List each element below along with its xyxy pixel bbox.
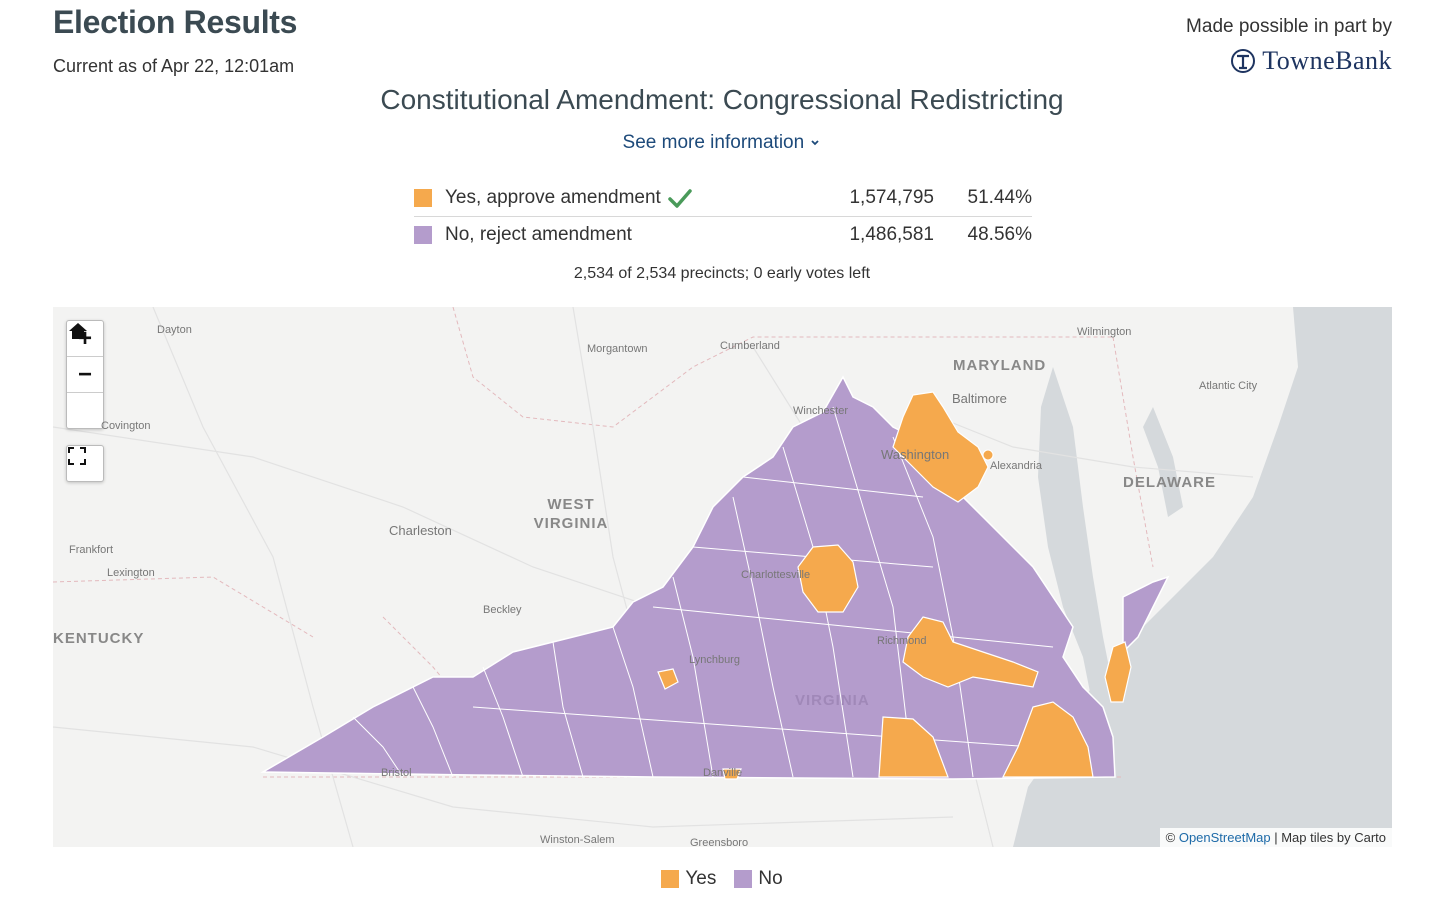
- southside-yes[interactable]: [878, 716, 949, 778]
- more-info-toggle[interactable]: See more information: [0, 132, 1444, 154]
- legend-item-no: No: [734, 868, 783, 890]
- yes-swatch: [414, 189, 432, 207]
- updated-timestamp: Current as of Apr 22, 12:01am: [53, 56, 295, 76]
- place-label: Lynchburg: [689, 654, 740, 666]
- candidate-label: Yes, approve amendment: [445, 187, 661, 208]
- region-label-kentucky: KENTUCKY: [53, 630, 145, 647]
- vote-count: 1,574,795: [849, 187, 934, 208]
- vote-percent: 51.44%: [967, 187, 1032, 208]
- place-label: Beckley: [483, 604, 522, 616]
- ocean: [1013, 307, 1392, 847]
- legend-label: Yes: [685, 868, 717, 889]
- fullscreen-button[interactable]: [67, 446, 103, 481]
- more-info-label[interactable]: See more information: [622, 132, 805, 153]
- fullscreen-icon: [68, 447, 86, 465]
- attribution-suffix: | Map tiles by Carto: [1274, 830, 1386, 845]
- place-label: Wilmington: [1077, 326, 1132, 338]
- legend-swatch: [734, 870, 753, 888]
- sponsor-logo[interactable]: TowneBank: [1230, 46, 1392, 76]
- chesapeake-bay: [1038, 367, 1113, 707]
- zoom-out-button[interactable]: −: [67, 357, 103, 393]
- region-label-virginia: VIRGINIA: [795, 692, 870, 709]
- place-label: Washington: [881, 447, 950, 462]
- sponsor-wordmark: TowneBank: [1262, 46, 1392, 75]
- place-label: Charlottesville: [741, 569, 811, 581]
- chevron-down-icon: [811, 140, 820, 146]
- vote-count: 1,486,581: [849, 224, 934, 245]
- yes-regions[interactable]: [657, 391, 1132, 780]
- fullscreen-control: [66, 445, 104, 482]
- place-label: Baltimore: [952, 391, 1007, 406]
- map-legend: Yes No: [0, 868, 1444, 890]
- place-label: Winston-Salem: [540, 834, 615, 846]
- page-title: Election Results: [53, 4, 298, 40]
- delaware-bay: [1143, 407, 1183, 517]
- virginia-no-region[interactable]: [260, 375, 1116, 780]
- map-attribution: © OpenStreetMap | Map tiles by Carto: [1159, 828, 1392, 847]
- place-label: Bristol: [381, 767, 412, 779]
- osm-link[interactable]: OpenStreetMap: [1178, 830, 1271, 845]
- attribution-prefix: ©: [1165, 830, 1176, 845]
- place-label: Richmond: [877, 635, 927, 647]
- legend-label: No: [758, 868, 783, 889]
- winner-check-icon: [668, 189, 692, 208]
- map-canvas[interactable]: [53, 307, 1392, 847]
- place-label: Frankfort: [69, 544, 114, 556]
- albemarle-yes[interactable]: [797, 544, 859, 613]
- county-lines: [352, 406, 1054, 778]
- region-label-maryland: MARYLAND: [953, 357, 1047, 374]
- region-label-delaware: DELAWARE: [1123, 474, 1217, 491]
- home-button[interactable]: [67, 323, 103, 428]
- northampton-yes[interactable]: [1104, 641, 1132, 703]
- result-row-yes: Yes, approve amendment 1,574,795 51.44%: [414, 180, 1032, 216]
- bank-emblem-icon: [1231, 49, 1256, 73]
- result-row-no: No, reject amendment 1,486,581 48.56%: [414, 216, 1032, 253]
- place-label: Dayton: [157, 324, 192, 336]
- place-label: Atlantic City: [1199, 380, 1258, 392]
- place-label: Alexandria: [990, 460, 1042, 472]
- hampton-roads-yes[interactable]: [1002, 701, 1094, 778]
- vote-percent: 48.56%: [967, 224, 1032, 245]
- precincts-reporting: 2,534 of 2,534 precincts; 0 early votes …: [573, 265, 871, 282]
- region-label-west-virginia: WEST VIRGINIA: [533, 496, 609, 532]
- legend-item-yes: Yes: [661, 868, 716, 890]
- place-label: Charleston: [389, 523, 452, 538]
- lynchburg-yes[interactable]: [657, 668, 679, 690]
- zoom-controls: + −: [66, 320, 104, 429]
- home-icon: [69, 323, 87, 339]
- northern-va-yes[interactable]: [892, 391, 989, 503]
- place-label: Greensboro: [690, 837, 749, 847]
- place-label: Morgantown: [587, 343, 648, 355]
- race-title: Constitutional Amendment: Congressional …: [380, 84, 1064, 115]
- danville-yes[interactable]: [722, 768, 742, 780]
- legend-swatch: [661, 870, 680, 888]
- place-label: Covington: [101, 420, 151, 432]
- results-map[interactable]: + − Dayton Morgantown Cumberland Wilming…: [53, 307, 1392, 847]
- no-swatch: [414, 226, 432, 244]
- results-table: Yes, approve amendment 1,574,795 51.44% …: [414, 180, 1032, 253]
- place-label: Danville: [703, 767, 743, 779]
- place-label: Cumberland: [720, 340, 780, 352]
- place-label: Lexington: [107, 567, 155, 579]
- place-label: Winchester: [793, 405, 849, 417]
- sponsor-text: Made possible in part by: [1186, 16, 1392, 37]
- dc-area: [982, 449, 994, 461]
- candidate-label: No, reject amendment: [445, 224, 632, 245]
- richmond-yes[interactable]: [902, 616, 1039, 688]
